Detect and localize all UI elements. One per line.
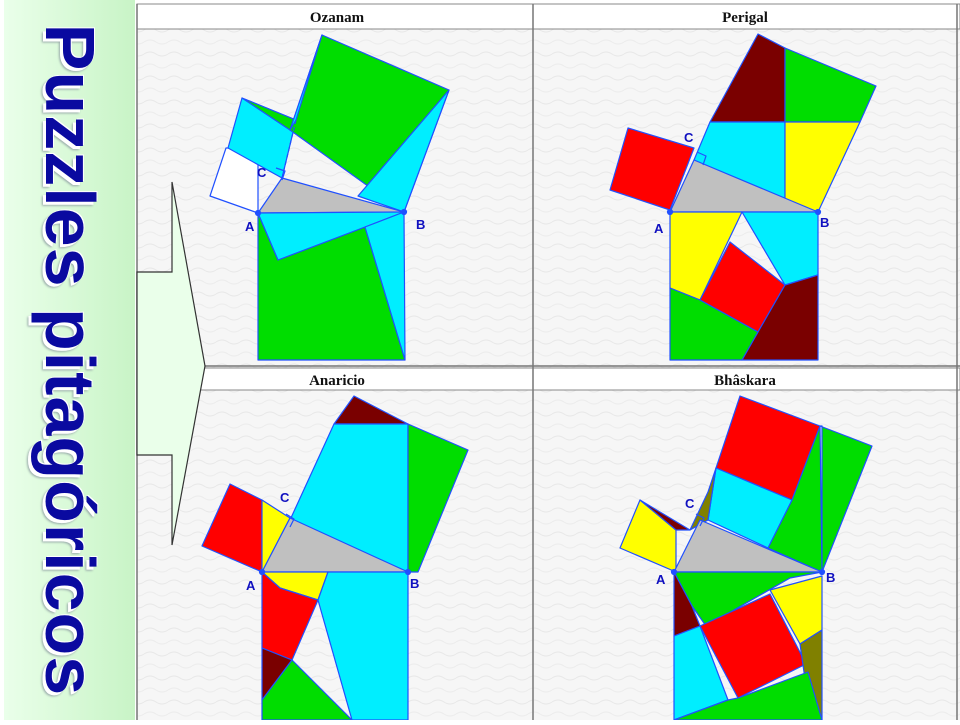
puzzle-anaricio <box>201 395 469 721</box>
puzzle-perigal <box>609 33 877 361</box>
anaricio-label-a: A <box>246 578 256 593</box>
ozanam-dashed-line <box>281 119 297 179</box>
ozanam-cyan-top <box>289 34 323 131</box>
bhaskara-label-a: A <box>656 572 666 587</box>
panel-title-perigal: Perigal <box>722 10 768 26</box>
ozanam-cyan-bottom-b <box>364 211 406 361</box>
anaricio-label-c: C <box>280 490 290 505</box>
header-row-bottom <box>136 367 960 391</box>
perigal-point-b <box>814 208 822 216</box>
bhaskara-point-b <box>818 568 826 576</box>
bhaskara-label-c: C <box>685 496 695 511</box>
anaricio-red-bottom <box>261 571 319 661</box>
anaricio-label-b: B <box>410 576 419 591</box>
ozanam-cyan-right <box>357 89 450 213</box>
perigal-right-angle <box>696 151 707 166</box>
puzzle-ozanam <box>209 34 450 361</box>
panel-title-anaricio: Anaricio <box>309 373 365 389</box>
header-row-top <box>136 3 960 30</box>
ozanam-label-c: C <box>257 165 267 180</box>
ozanam-right-angle <box>275 167 286 181</box>
anaricio-green-right <box>407 423 469 573</box>
pointer-arrow <box>136 181 206 546</box>
perigal-green-bottom <box>669 287 759 361</box>
puzzle-bhaskara <box>619 395 873 721</box>
ozanam-label-b: B <box>416 217 425 232</box>
slide-title-container: Puzzles pitagóricos <box>4 0 135 720</box>
ozanam-point-a <box>254 209 262 217</box>
anaricio-point-b <box>404 568 412 576</box>
bhaskara-label-b: B <box>826 570 835 585</box>
panel-title-ozanam: Ozanam <box>310 10 365 26</box>
bhaskara-right-angle <box>695 513 705 527</box>
bhaskara-maroon-left <box>639 499 691 531</box>
ozanam-point-b <box>400 208 408 216</box>
perigal-label-c: C <box>684 130 694 145</box>
ozanam-label-a: A <box>245 219 255 234</box>
anaricio-right-angle <box>285 513 295 528</box>
anaricio-point-a <box>258 568 266 576</box>
perigal-label-b: B <box>820 215 829 230</box>
sidebar-panel: Puzzles pitagóricos <box>4 0 135 720</box>
slide-title: Puzzles pitagóricos <box>30 23 109 697</box>
perigal-point-a <box>666 208 674 216</box>
bhaskara-point-a <box>670 568 678 576</box>
panel-title-bhaskara: Bhâskara <box>714 373 776 389</box>
perigal-label-a: A <box>654 221 664 236</box>
